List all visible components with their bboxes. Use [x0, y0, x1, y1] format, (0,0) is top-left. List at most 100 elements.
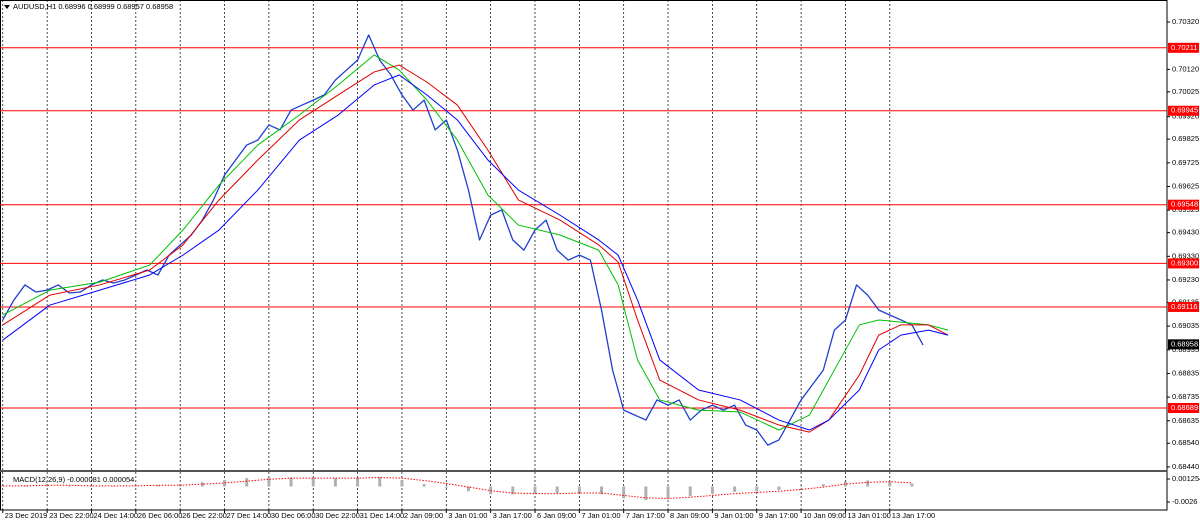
histogram-bar	[223, 479, 227, 487]
histogram-bar	[910, 483, 914, 487]
histogram-bar	[710, 486, 714, 494]
level-label: 0.69300	[1171, 258, 1198, 267]
last-price-box	[1168, 339, 1199, 350]
y-tick-label: 0.69625	[1172, 181, 1199, 190]
histogram-bar	[378, 476, 382, 487]
histogram-bar	[644, 486, 648, 501]
x-tick-label: 24 Dec 14:00	[93, 511, 138, 520]
histogram-bar	[533, 486, 537, 494]
x-tick-label: 13 Jan 01:00	[847, 511, 890, 520]
last-price-label: 0.68958	[1171, 339, 1198, 348]
y-tick-label: 0.68440	[1172, 462, 1199, 471]
histogram-bar	[112, 485, 116, 487]
x-tick-label: 3 Jan 17:00	[493, 511, 532, 520]
histogram-bar	[843, 481, 847, 487]
histogram-bar	[200, 482, 204, 487]
indicator-line	[2, 74, 949, 431]
y-tick-label: 0.69920	[1172, 112, 1199, 121]
x-tick-label: 30 Dec 06:00	[271, 511, 316, 520]
y-tick-label: 0.69035	[1172, 321, 1199, 330]
indicator-line	[2, 64, 949, 433]
y-tick-label: 0.69825	[1172, 134, 1199, 143]
histogram-bar	[600, 486, 604, 495]
x-tick-label: 9 Jan 17:00	[759, 511, 798, 520]
level-label-box	[1168, 42, 1199, 53]
histogram-bar	[622, 486, 626, 499]
histogram-bar	[400, 479, 404, 487]
x-tick-label: 30 Dec 22:00	[315, 511, 360, 520]
histogram-bar	[289, 477, 293, 487]
histogram-bar	[466, 486, 470, 492]
histogram-bar	[777, 486, 781, 491]
plot-frame	[0, 0, 1168, 511]
x-tick-label: 10 Jan 09:00	[803, 511, 846, 520]
x-tick-label: 9 Jan 01:00	[714, 511, 753, 520]
histogram-bar	[799, 486, 803, 488]
histogram-bar	[356, 477, 360, 487]
histogram-bar	[733, 486, 737, 492]
level-label: 0.69945	[1171, 106, 1198, 115]
histogram-bar	[444, 486, 448, 488]
x-tick-label: 7 Jan 17:00	[626, 511, 665, 520]
level-label: 0.68689	[1171, 403, 1198, 412]
histogram-bar	[245, 478, 249, 487]
histogram-bar	[688, 486, 692, 497]
histogram-bar	[422, 484, 426, 487]
x-tick-label: 3 Jan 01:00	[448, 511, 487, 520]
histogram-bar	[577, 486, 581, 493]
menu-triangle[interactable]	[4, 5, 10, 9]
y-tick-label: 0.68540	[1172, 438, 1199, 447]
chart-title: AUDUSD,H1 0.68996 0.68999 0.68957 0.6895…	[13, 2, 173, 11]
y-tick-label: 0.70120	[1172, 64, 1199, 73]
y-tick-label: 0.68735	[1172, 392, 1199, 401]
x-tick-label: 23 Dec 22:00	[49, 511, 94, 520]
histogram-bar	[866, 480, 870, 487]
histogram-bar	[67, 485, 71, 487]
level-label: 0.69548	[1171, 200, 1198, 209]
level-label-box	[1168, 301, 1199, 312]
histogram-bar	[821, 484, 825, 487]
histogram-bar	[888, 481, 892, 487]
level-label-box	[1168, 105, 1199, 116]
price-line	[2, 34, 924, 446]
x-tick-label: 23 Dec 2019	[5, 511, 48, 520]
x-tick-label: 2 Jan 09:00	[404, 511, 443, 520]
y-tick-label: 0.69430	[1172, 228, 1199, 237]
histogram-bar	[666, 486, 670, 499]
histogram-bar	[333, 478, 337, 487]
histogram-bar	[555, 486, 559, 494]
y-tick-label: 0.70025	[1172, 87, 1199, 96]
x-tick-label: 7 Jan 01:00	[581, 511, 620, 520]
histogram-bar	[156, 485, 160, 487]
histogram-bar	[45, 485, 49, 487]
histogram-bar	[89, 485, 93, 487]
indicator-line	[2, 477, 913, 499]
y-tick-label: 0.70320	[1172, 17, 1199, 26]
x-tick-label: 27 Dec 14:00	[227, 511, 272, 520]
indicator-line	[2, 54, 949, 431]
x-tick-label: 13 Jan 17:00	[892, 511, 935, 520]
y-tick-label: 0.69330	[1172, 251, 1199, 260]
y-tick-label: -0.0026	[1172, 497, 1197, 506]
histogram-bar	[511, 486, 515, 495]
x-tick-label: 8 Jan 09:00	[670, 511, 709, 520]
histogram-bar	[267, 477, 271, 487]
x-tick-label: 26 Dec 22:00	[182, 511, 227, 520]
y-tick-label: 0.69230	[1172, 275, 1199, 284]
level-label-box	[1168, 258, 1199, 269]
level-label-box	[1168, 402, 1199, 413]
y-tick-label: 0.001254	[1172, 474, 1200, 483]
histogram-bar	[755, 486, 759, 492]
level-label-box	[1168, 199, 1199, 210]
level-label: 0.70211	[1171, 43, 1198, 52]
x-tick-label: 31 Dec 14:00	[360, 511, 405, 520]
y-tick-label: 0.68835	[1172, 368, 1199, 377]
y-tick-label: 0.69725	[1172, 158, 1199, 167]
level-label: 0.69116	[1171, 302, 1198, 311]
x-tick-label: 6 Jan 09:00	[537, 511, 576, 520]
x-tick-label: 26 Dec 06:00	[138, 511, 183, 520]
histogram-bar	[311, 478, 315, 487]
y-tick-label: 0.69135	[1172, 297, 1199, 306]
